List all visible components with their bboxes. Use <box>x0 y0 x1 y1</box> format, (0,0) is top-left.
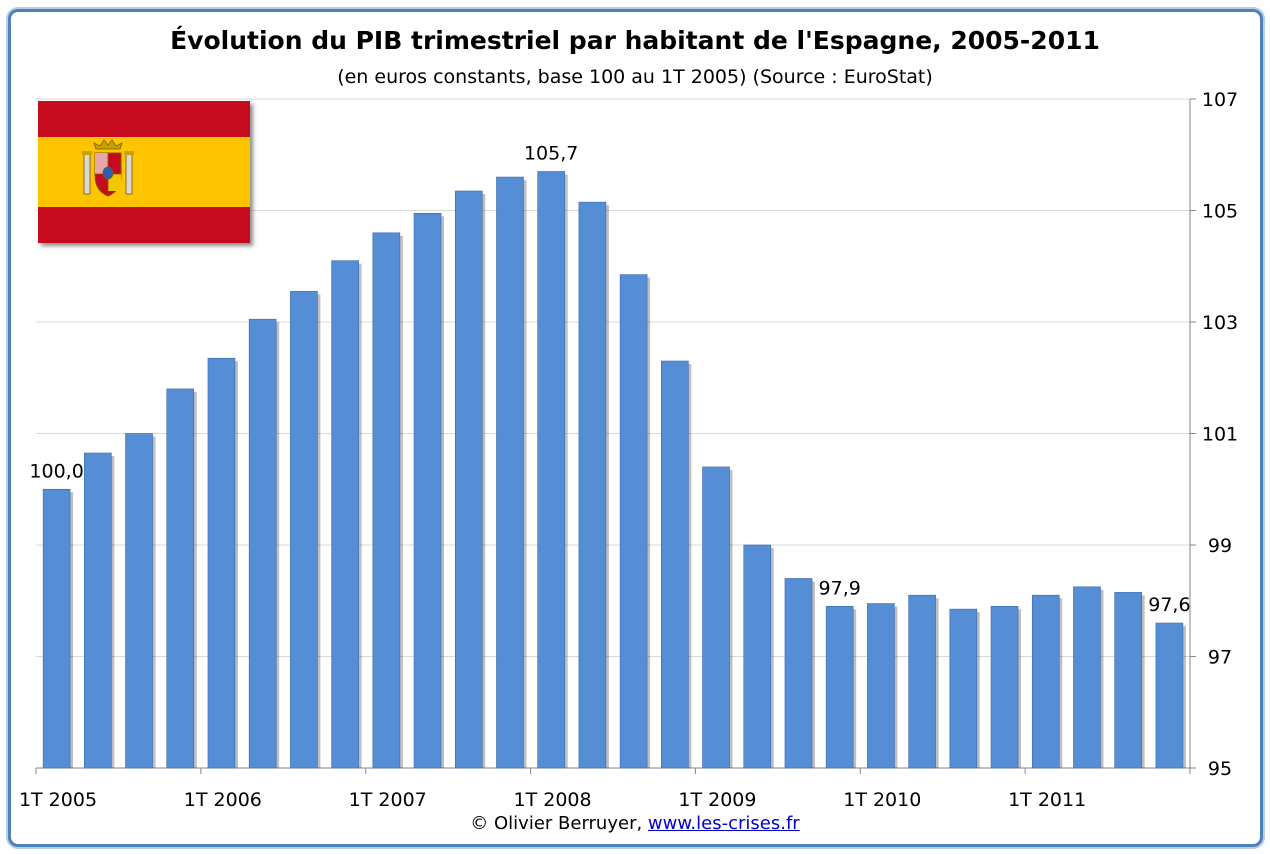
flag-stripe-bottom <box>38 207 250 243</box>
credit-line: © Olivier Berruyer, www.les-crises.fr <box>0 813 1270 834</box>
bar <box>166 388 195 769</box>
coat-of-arms-icon <box>82 139 134 197</box>
bar <box>1031 594 1060 769</box>
bar <box>990 606 1019 769</box>
bar <box>413 212 442 769</box>
y-tick-label: 105 <box>1202 201 1238 223</box>
bar <box>702 466 730 769</box>
x-tick-label: 1T 2009 <box>678 789 756 811</box>
y-tick-label: 103 <box>1202 312 1238 334</box>
x-tick-label: 1T 2008 <box>514 789 592 811</box>
bar <box>372 232 401 769</box>
bar <box>949 608 978 769</box>
bar <box>578 201 607 769</box>
data-label: 100,0 <box>29 460 83 482</box>
bar <box>331 260 359 769</box>
bar <box>661 360 689 769</box>
data-label: 105,7 <box>524 142 578 164</box>
bar <box>1114 592 1142 769</box>
bar <box>42 488 71 769</box>
bar <box>290 291 318 769</box>
bar <box>84 452 112 769</box>
bar <box>908 594 936 769</box>
flag-stripe-top <box>38 101 250 137</box>
chart-subtitle: (en euros constants, base 100 au 1T 2005… <box>337 66 933 88</box>
x-tick-label: 1T 2011 <box>1008 789 1086 811</box>
credit-author: © Olivier Berruyer, <box>470 813 643 834</box>
bar <box>248 318 277 769</box>
bar <box>454 190 483 769</box>
bar <box>784 578 813 769</box>
y-tick-label: 99 <box>1208 535 1232 557</box>
data-label: 97,9 <box>819 577 861 599</box>
bar <box>743 544 772 769</box>
bar <box>867 603 895 769</box>
x-tick-label: 1T 2005 <box>19 789 97 811</box>
bar <box>1155 622 1184 769</box>
x-tick-label: 1T 2010 <box>843 789 921 811</box>
credit-link[interactable]: www.les-crises.fr <box>647 813 800 834</box>
bar <box>125 433 153 769</box>
bar <box>825 606 854 769</box>
bar <box>496 176 524 769</box>
y-tick-label: 107 <box>1202 89 1238 111</box>
y-tick-label: 97 <box>1208 647 1232 669</box>
bar <box>1073 586 1101 769</box>
flag-stripe-middle <box>38 137 250 207</box>
bar <box>619 274 648 769</box>
x-tick-label: 1T 2007 <box>349 789 427 811</box>
chart-title: Évolution du PIB trimestriel par habitan… <box>170 26 1100 55</box>
data-label: 97,6 <box>1148 594 1190 616</box>
y-tick-label: 95 <box>1208 758 1232 780</box>
bar <box>207 357 236 769</box>
x-tick-label: 1T 2006 <box>184 789 262 811</box>
y-tick-label: 101 <box>1202 424 1238 446</box>
spain-flag-icon <box>38 101 250 243</box>
bar <box>537 171 565 769</box>
